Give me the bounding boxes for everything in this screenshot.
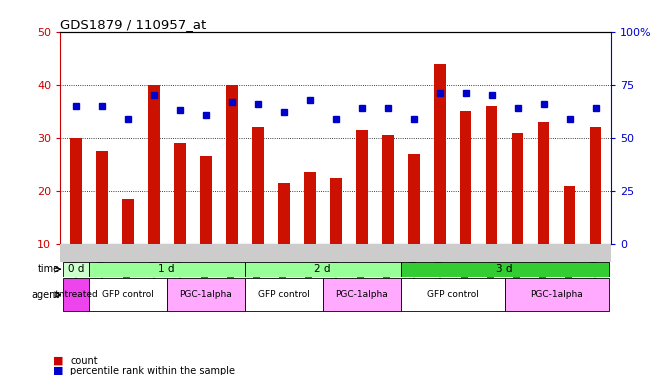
Bar xyxy=(401,262,609,276)
Bar xyxy=(122,199,134,244)
Bar xyxy=(330,177,341,244)
Bar xyxy=(434,64,446,244)
Text: PGC-1alpha: PGC-1alpha xyxy=(179,290,232,299)
Text: percentile rank within the sample: percentile rank within the sample xyxy=(70,366,235,375)
Bar xyxy=(252,127,264,244)
Bar xyxy=(486,106,498,244)
Text: PGC-1alpha: PGC-1alpha xyxy=(530,290,583,299)
Bar xyxy=(200,156,212,244)
Text: ■: ■ xyxy=(53,366,64,375)
Bar xyxy=(278,183,289,244)
Text: 1 d: 1 d xyxy=(158,264,175,274)
Bar xyxy=(63,278,89,311)
Text: GFP control: GFP control xyxy=(102,290,154,299)
Bar xyxy=(96,151,108,244)
Bar xyxy=(304,172,315,244)
Bar xyxy=(89,278,167,311)
Text: count: count xyxy=(70,356,98,366)
Bar xyxy=(244,278,323,311)
Bar xyxy=(174,143,186,244)
Bar xyxy=(538,122,550,244)
Bar xyxy=(356,130,367,244)
Text: GFP control: GFP control xyxy=(427,290,478,299)
Bar xyxy=(407,154,420,244)
Bar xyxy=(590,127,601,244)
Bar xyxy=(226,85,238,244)
Text: untreated: untreated xyxy=(53,290,98,299)
Bar xyxy=(89,262,244,276)
Bar xyxy=(63,262,89,276)
Bar xyxy=(504,278,609,311)
Text: 2 d: 2 d xyxy=(315,264,331,274)
Text: PGC-1alpha: PGC-1alpha xyxy=(335,290,388,299)
Bar xyxy=(244,262,401,276)
Bar xyxy=(460,111,472,244)
Text: time: time xyxy=(37,264,59,274)
Text: GFP control: GFP control xyxy=(258,290,309,299)
Bar xyxy=(382,135,393,244)
Bar xyxy=(167,278,244,311)
Bar xyxy=(401,278,504,311)
Bar xyxy=(512,132,524,244)
Bar xyxy=(148,85,160,244)
Text: ■: ■ xyxy=(53,356,64,366)
Text: 3 d: 3 d xyxy=(496,264,513,274)
Bar xyxy=(70,138,81,244)
Bar xyxy=(60,244,611,262)
Bar xyxy=(564,186,575,244)
Text: GDS1879 / 110957_at: GDS1879 / 110957_at xyxy=(60,18,206,31)
Text: agent: agent xyxy=(31,290,59,300)
Text: 0 d: 0 d xyxy=(67,264,84,274)
Bar xyxy=(323,278,401,311)
